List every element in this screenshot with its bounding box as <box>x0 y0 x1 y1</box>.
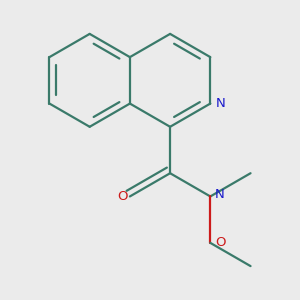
Text: N: N <box>215 188 225 201</box>
Text: O: O <box>117 190 128 203</box>
Text: N: N <box>216 97 226 110</box>
Text: O: O <box>215 236 226 249</box>
